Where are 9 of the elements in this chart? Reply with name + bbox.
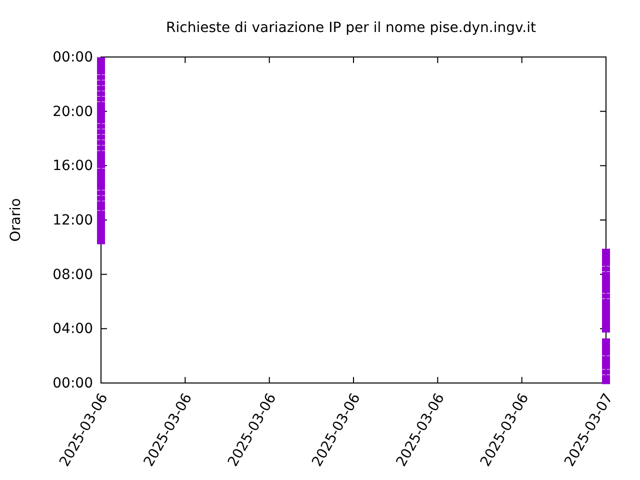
- y-tick-label: 00:00: [52, 49, 93, 66]
- y-axis-title: Orario: [8, 198, 24, 242]
- y-tick-label: 20:00: [52, 104, 93, 120]
- y-tick-label: 08:00: [52, 266, 93, 283]
- y-tick-label: 16:00: [52, 158, 93, 174]
- y-tick-label: 04:00: [52, 321, 93, 338]
- y-tick-label: 12:00: [52, 212, 93, 228]
- y-tick-label: 00:00: [52, 375, 93, 392]
- chart-title: Richieste di variazione IP per il nome pise.dyn.ingv.it: [166, 20, 537, 36]
